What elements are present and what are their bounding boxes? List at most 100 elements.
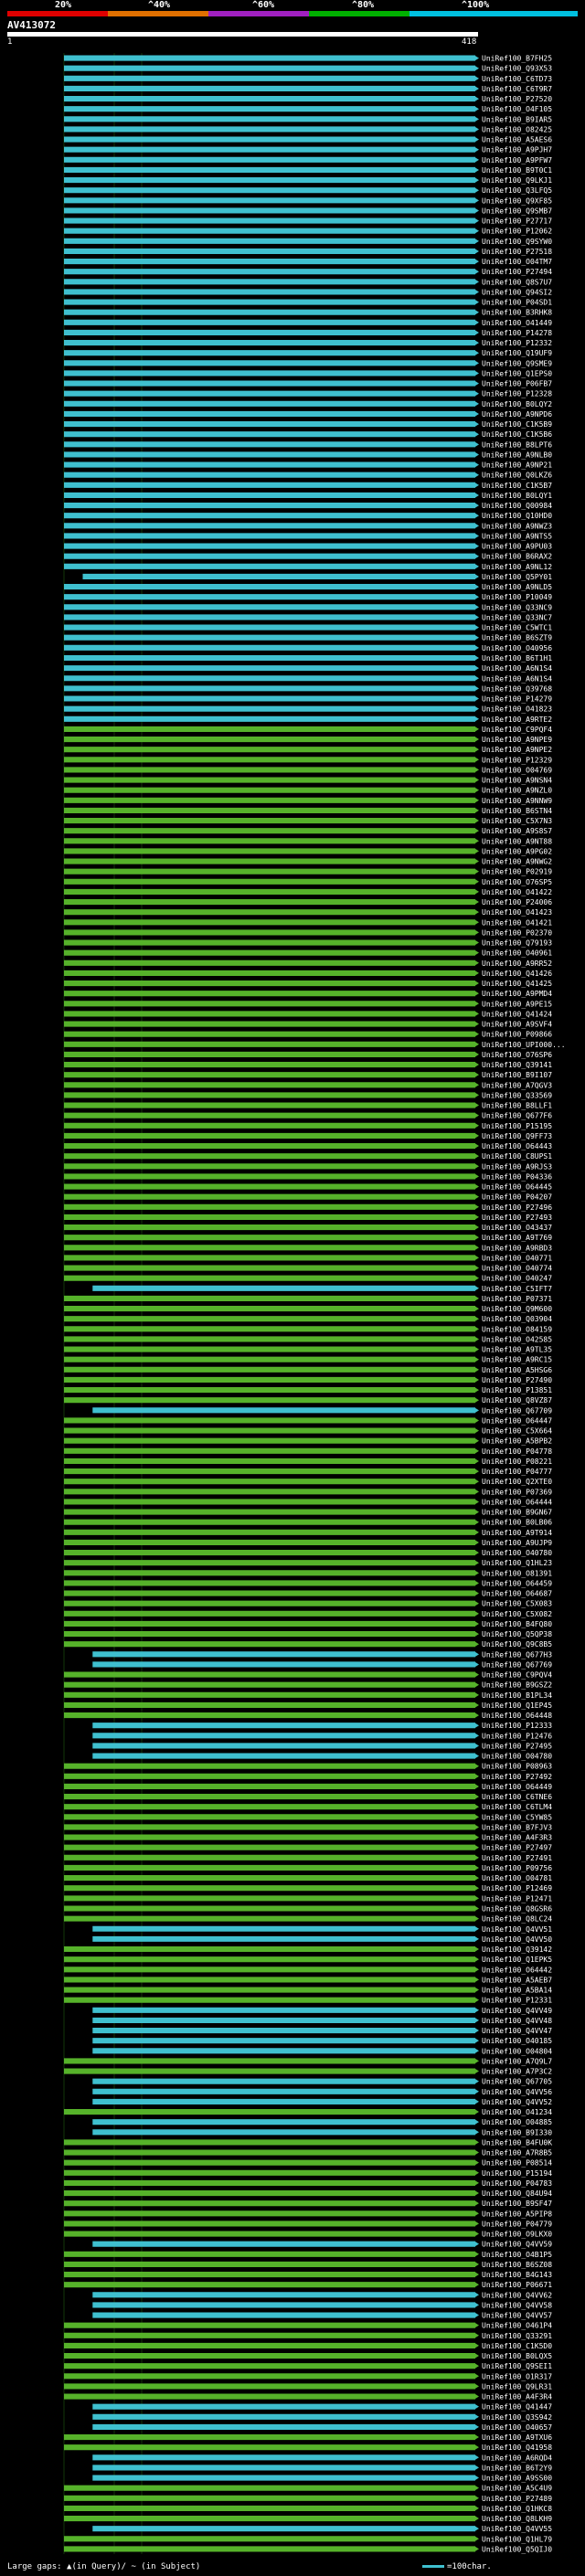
hit-label[interactable]: UniRef100_P06FB7 [482, 380, 552, 388]
hit-label[interactable]: UniRef100_Q4VV57 [482, 2312, 552, 2320]
hit-label[interactable]: UniRef100_P08963 [482, 1763, 552, 1771]
hit-row[interactable]: UniRef100_C5X7N3 [64, 817, 552, 825]
hit-label[interactable]: UniRef100_P04779 [482, 2220, 552, 2228]
hit-label[interactable]: UniRef100_Q2XTE0 [482, 1478, 552, 1486]
hit-label[interactable]: UniRef100_Q03904 [482, 1315, 552, 1323]
hit-label[interactable]: UniRef100_O40247 [482, 1275, 552, 1283]
hit-label[interactable]: UniRef100_B9GN67 [482, 1509, 552, 1517]
hit-row[interactable]: UniRef100_A6N1S4 [64, 664, 552, 673]
hit-row[interactable]: UniRef100_P06FB7 [64, 380, 552, 388]
hit-label[interactable]: UniRef100_P12469 [482, 1884, 552, 1892]
hit-row[interactable]: UniRef100_C5X664 [64, 1427, 552, 1436]
hit-label[interactable]: UniRef100_P09756 [482, 1864, 552, 1872]
hit-label[interactable]: UniRef100_O40657 [482, 2423, 552, 2432]
hit-label[interactable]: UniRef100_C1K5D0 [482, 2342, 552, 2350]
hit-row[interactable]: UniRef100_A7Q9L7 [64, 2057, 552, 2065]
hit-row[interactable]: UniRef100_A4F3R3 [64, 1834, 552, 1842]
hit-label[interactable]: UniRef100_A6N1S4 [482, 664, 552, 673]
hit-row[interactable]: UniRef100_A9PMD4 [64, 990, 552, 998]
hit-label[interactable]: UniRef100_A5C4U9 [482, 2485, 552, 2493]
hit-label[interactable]: UniRef100_Q4VV55 [482, 2525, 552, 2533]
hit-label[interactable]: UniRef100_A9PMD4 [482, 990, 552, 998]
hit-row[interactable]: UniRef100_Q0LKZ6 [64, 472, 552, 480]
hit-label[interactable]: UniRef100_O41422 [482, 888, 552, 896]
hit-label[interactable]: UniRef100_Q1EPK5 [482, 1956, 552, 1964]
hit-label[interactable]: UniRef100_A9NWZ3 [482, 522, 552, 530]
hit-label[interactable]: UniRef100_O04780 [482, 1753, 552, 1761]
hit-label[interactable]: UniRef100_Q4VV56 [482, 2088, 552, 2096]
hit-label[interactable]: UniRef100_P12332 [482, 339, 552, 347]
hit-row[interactable]: UniRef100_Q9C8B5 [64, 1640, 552, 1648]
hit-label[interactable]: UniRef100_B3RHK8 [482, 309, 552, 317]
hit-row[interactable]: UniRef100_C8UPS1 [64, 1152, 552, 1161]
hit-label[interactable]: UniRef100_Q4VV62 [482, 2291, 552, 2299]
hit-label[interactable]: UniRef100_Q33NC7 [482, 613, 552, 621]
hit-row[interactable]: UniRef100_O64687 [64, 1590, 552, 1598]
hit-row[interactable]: UniRef100_P04779 [64, 2220, 552, 2228]
hit-label[interactable]: UniRef100_Q0LKZ6 [482, 472, 552, 480]
hit-row[interactable]: UniRef100_C1K5B6 [64, 430, 552, 439]
hit-row[interactable]: UniRef100_Q677H3 [92, 1650, 552, 1659]
hit-label[interactable]: UniRef100_Q3S942 [482, 2413, 552, 2422]
hit-row[interactable]: UniRef100_P27493 [64, 1214, 552, 1222]
hit-label[interactable]: UniRef100_B9SF47 [482, 2200, 552, 2208]
hit-row[interactable]: UniRef100_O40780 [64, 1549, 552, 1557]
hit-label[interactable]: UniRef100_B6SZ08 [482, 2261, 552, 2269]
hit-row[interactable]: UniRef100_Q3S942 [92, 2413, 552, 2422]
hit-row[interactable]: UniRef100_A9NSN4 [64, 777, 552, 785]
hit-label[interactable]: UniRef100_C6TD73 [482, 75, 552, 83]
hit-label[interactable]: UniRef100_C6TLM4 [482, 1803, 552, 1811]
hit-row[interactable]: UniRef100_C6TNE6 [64, 1793, 552, 1801]
hit-row[interactable]: UniRef100_A9PU03 [64, 543, 552, 551]
hit-row[interactable]: UniRef100_Q8VZ87 [64, 1396, 552, 1405]
hit-label[interactable]: UniRef100_Q4VV48 [482, 2017, 552, 2025]
hit-row[interactable]: UniRef100_B9I330 [92, 2128, 552, 2136]
hit-label[interactable]: UniRef100_P04783 [482, 2179, 552, 2188]
hit-row[interactable]: UniRef100_A5BPB2 [64, 1437, 552, 1446]
hit-label[interactable]: UniRef100_P27520 [482, 95, 552, 103]
hit-label[interactable]: UniRef100_P12476 [482, 1732, 552, 1740]
hit-label[interactable]: UniRef100_P09866 [482, 1031, 552, 1039]
hit-label[interactable]: UniRef100_A5AES6 [482, 136, 552, 144]
hit-row[interactable]: UniRef100_Q4VV48 [92, 2017, 552, 2025]
hit-row[interactable]: UniRef100_Q4VV62 [92, 2291, 552, 2299]
hit-row[interactable]: UniRef100_B9SF47 [64, 2200, 552, 2208]
hit-row[interactable]: UniRef100_O04769 [64, 766, 552, 774]
hit-row[interactable]: UniRef100_C5X083 [64, 1600, 552, 1608]
hit-row[interactable]: UniRef100_O82425 [64, 125, 552, 133]
hit-row[interactable]: UniRef100_Q93X53 [64, 65, 552, 73]
hit-label[interactable]: UniRef100_O40956 [482, 644, 552, 652]
hit-label[interactable]: UniRef100_Q1EP45 [482, 1701, 552, 1710]
hit-row[interactable]: UniRef100_Q67769 [92, 1660, 552, 1669]
hit-row[interactable]: UniRef100_O04885 [92, 2118, 552, 2126]
hit-row[interactable]: UniRef100_A9T769 [64, 1234, 552, 1242]
hit-label[interactable]: UniRef100_C9PQV4 [482, 1671, 552, 1680]
hit-row[interactable]: UniRef100_Q4VV47 [92, 2027, 552, 2035]
hit-label[interactable]: UniRef100_A9PG02 [482, 847, 552, 855]
hit-row[interactable]: UniRef100_P27518 [64, 248, 552, 256]
hit-row[interactable]: UniRef100_P09866 [64, 1031, 552, 1039]
hit-row[interactable]: UniRef100_P15194 [64, 2169, 552, 2178]
hit-row[interactable]: UniRef100_O64442 [64, 1966, 552, 1974]
hit-label[interactable]: UniRef100_A9NP21 [482, 461, 552, 470]
hit-label[interactable]: UniRef100_O9LKX0 [482, 2231, 552, 2239]
hit-label[interactable]: UniRef100_C6T9R7 [482, 85, 552, 93]
hit-label[interactable]: UniRef100_Q93X53 [482, 65, 552, 73]
hit-label[interactable]: UniRef100_P04777 [482, 1468, 552, 1476]
hit-label[interactable]: UniRef100_Q5PY01 [482, 573, 552, 581]
hit-row[interactable]: UniRef100_P12476 [92, 1732, 552, 1740]
hit-row[interactable]: UniRef100_Q1HL79 [64, 2535, 552, 2543]
hit-label[interactable]: UniRef100_A9NPD6 [482, 410, 552, 419]
hit-row[interactable]: UniRef100_A7R8B5 [64, 2149, 552, 2157]
hit-row[interactable]: UniRef100_O40247 [64, 1275, 552, 1283]
hit-row[interactable]: UniRef100_O84159 [64, 1325, 552, 1333]
hit-row[interactable]: UniRef100_P27489 [64, 2495, 552, 2503]
hit-label[interactable]: UniRef100_C5X082 [482, 1610, 552, 1618]
hit-row[interactable]: UniRef100_O461P4 [64, 2322, 552, 2330]
hit-label[interactable]: UniRef100_B6T1H1 [482, 654, 552, 663]
hit-row[interactable]: UniRef100_B0LQY1 [64, 492, 552, 500]
hit-row[interactable]: UniRef100_O4B1P5 [64, 2251, 552, 2259]
hit-row[interactable]: UniRef100_O64444 [64, 1498, 552, 1506]
hit-label[interactable]: UniRef100_B0LQX5 [482, 2352, 552, 2360]
hit-label[interactable]: UniRef100_A9T914 [482, 1529, 552, 1537]
